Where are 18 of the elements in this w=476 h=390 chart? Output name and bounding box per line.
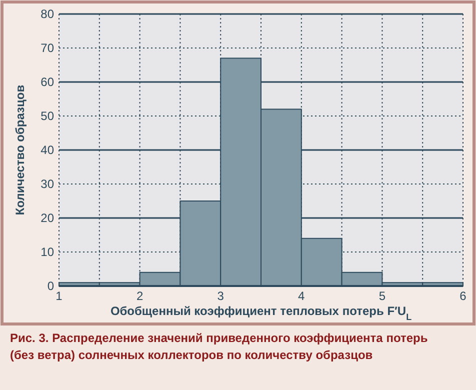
y-tick-label: 0 [47, 279, 54, 294]
y-tick-label: 30 [40, 177, 54, 192]
y-tick-label: 70 [40, 41, 54, 56]
x-tick-label: 2 [136, 289, 144, 303]
x-tick-label: 5 [378, 289, 386, 303]
x-tick-label: 3 [217, 289, 224, 303]
x-axis-title: Обобщенный коэффициент тепловых потерь F′U$_{L}$ [110, 304, 412, 322]
y-tick-label: 50 [40, 109, 54, 124]
y-tick-label: 80 [40, 7, 54, 22]
y-tick-label: 40 [40, 143, 54, 158]
text: Рис. 3. Распределение значений приведенного коэффициента потерь (без ветра) солнечных коллекторов по количеству образцов [10, 331, 428, 362]
x-tick-label: 6 [460, 289, 467, 303]
y-tick-label: 20 [40, 211, 54, 226]
y-tick-label: 10 [40, 245, 54, 260]
y-tick-label: 60 [40, 75, 54, 90]
x-tick-label: 1 [56, 289, 63, 303]
x-tick-label: 4 [298, 289, 306, 303]
y-axis-title: Количество образцов [13, 84, 27, 216]
